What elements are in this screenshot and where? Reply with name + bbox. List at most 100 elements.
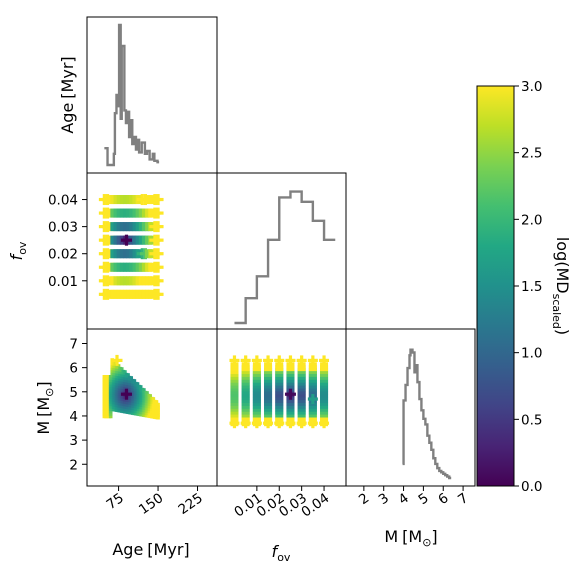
mass-ytick-label: 2 [69,457,78,473]
age-mass-cell [145,391,149,396]
fov-mass-top-marker-v [311,355,315,366]
age-histogram-panel [86,16,218,174]
colorbar: 0.0 0.5 1.0 1.5 2.0 2.5 3.0 log(MDscaled) [476,79,572,495]
age-mass-cell [154,400,159,405]
fov-histogram-panel [216,172,347,330]
age-mass-cell [129,376,134,381]
age-mass-cell [108,413,113,419]
age-mass-cell [116,364,121,369]
fov-mass-top-marker-v [277,355,281,366]
ylabel-age: Age[Myr] [58,56,77,133]
age-xtick-label: 75 [104,490,127,513]
mass-ytick-label: 6 [69,361,78,377]
fov-ytick-label: 0.01 [48,274,78,290]
age-fov-panel [86,172,218,330]
colorbar-tick-label: 3.0 [521,79,542,95]
age-mass-cell [156,407,160,413]
age-fov-marker-v [156,275,160,287]
colorbar-gradient [476,85,515,487]
fov-mass-panel [216,328,347,487]
mass-xtick-label: 5 [415,490,431,508]
mass-histogram-panel [345,328,476,487]
age-xtick-label: 225 [176,490,206,518]
fov-ytick-label: 0.02 [48,247,78,263]
age-mass-cell [156,405,160,410]
fov-mass-bottom-marker-v [255,418,259,429]
fov-mass-top-marker-v [300,355,304,366]
fov-ytick-label: 0.04 [48,193,78,209]
fov-mass-bottom-marker-v [288,418,293,429]
age-fov-best-marker-v [124,234,129,246]
colorbar-label: log(MDscaled) [550,237,572,335]
xlabel-age: Age [Myr] [112,540,189,559]
mass-xtick-label: 7 [455,490,471,508]
age-xtick-label: 150 [136,490,166,518]
xlabel-mass: M [M⊙] [384,527,437,549]
fov-mass-bottom-marker-v [322,418,326,429]
fov-mass-bottom-marker-v [232,418,237,429]
age-mass-edge-marker-v [115,354,119,366]
age-mass-cell [108,408,113,414]
colorbar-tick-label: 1.0 [521,346,542,362]
fov-mass-bottom-marker-v [300,418,304,429]
fov-mass-heatmap [229,355,330,429]
fov-mass-best-marker-v [288,388,293,400]
colorbar-ticks: 0.0 0.5 1.0 1.5 2.0 2.5 3.0 [514,79,542,495]
age-mass-cell [132,379,137,384]
age-mass-cell [151,397,156,402]
mass-xtick-label: 3 [376,490,392,508]
fov-mass-top-marker-v [232,355,237,366]
age-mass-cell [142,388,146,393]
mass-ytick-label: 7 [69,336,78,352]
fov-mass-bottom-marker-v [311,418,315,429]
age-fov-marker-v [156,261,160,273]
fov-mass-marker-v [311,394,315,405]
age-fov-heatmap [98,194,164,300]
age-mass-cell [148,394,152,399]
age-fov-marker-v [156,207,160,219]
fov-ytick-label: 0.03 [48,220,78,236]
mass-xtick-label: 4 [396,490,412,508]
age-mass-cell [156,402,160,408]
ylabel-fov: fov [7,241,29,260]
fov-mass-top-marker-v [244,355,248,366]
age-mass-cell [123,370,127,375]
age-mass-cell [126,373,130,378]
age-fov-marker-v [156,288,160,300]
fov-histogram-line [234,190,336,325]
ylabel-mass: M[M⊙] [34,381,56,434]
colorbar-tick-label: 2.0 [521,212,542,228]
fov-mass-top-marker-v [266,355,270,366]
age-fov-marker-v [156,248,160,260]
colorbar-tick-label: 2.5 [521,146,542,162]
age-mass-cell [108,411,113,416]
fov-mass-bottom-marker-v [266,418,270,429]
fov-mass-bottom-marker-v [244,418,248,429]
age-fov-marker-v [156,194,160,206]
age-mass-cell [138,385,143,390]
mass-histogram-line [402,348,452,480]
age-histogram-line [104,23,160,167]
fov-mass-top-marker-v [288,355,293,366]
mass-xtick-label: 2 [356,490,372,508]
fov-mass-top-marker-v [322,355,326,366]
mass-ytick-label: 5 [69,385,78,401]
age-mass-cell [156,412,160,418]
age-fov-marker-v [156,234,160,246]
mass-ytick-label: 4 [69,409,78,425]
age-mass-cell [156,414,160,420]
mass-histogram-frame [345,328,476,487]
age-fov-marker-v [156,221,160,233]
fov-mass-top-marker-v [255,355,259,366]
age-mass-cell [119,367,124,372]
mass-xtick-label: 6 [435,490,451,508]
age-mass-cell [135,382,140,387]
fov-mass-bottom-marker-v [277,418,281,429]
age-mass-panel [86,328,218,487]
mass-ytick-label: 3 [69,433,78,449]
colorbar-tick-label: 0.5 [521,412,542,428]
age-mass-heatmap [102,354,160,420]
colorbar-tick-label: 0.0 [521,479,542,495]
colorbar-tick-label: 1.5 [521,279,542,295]
